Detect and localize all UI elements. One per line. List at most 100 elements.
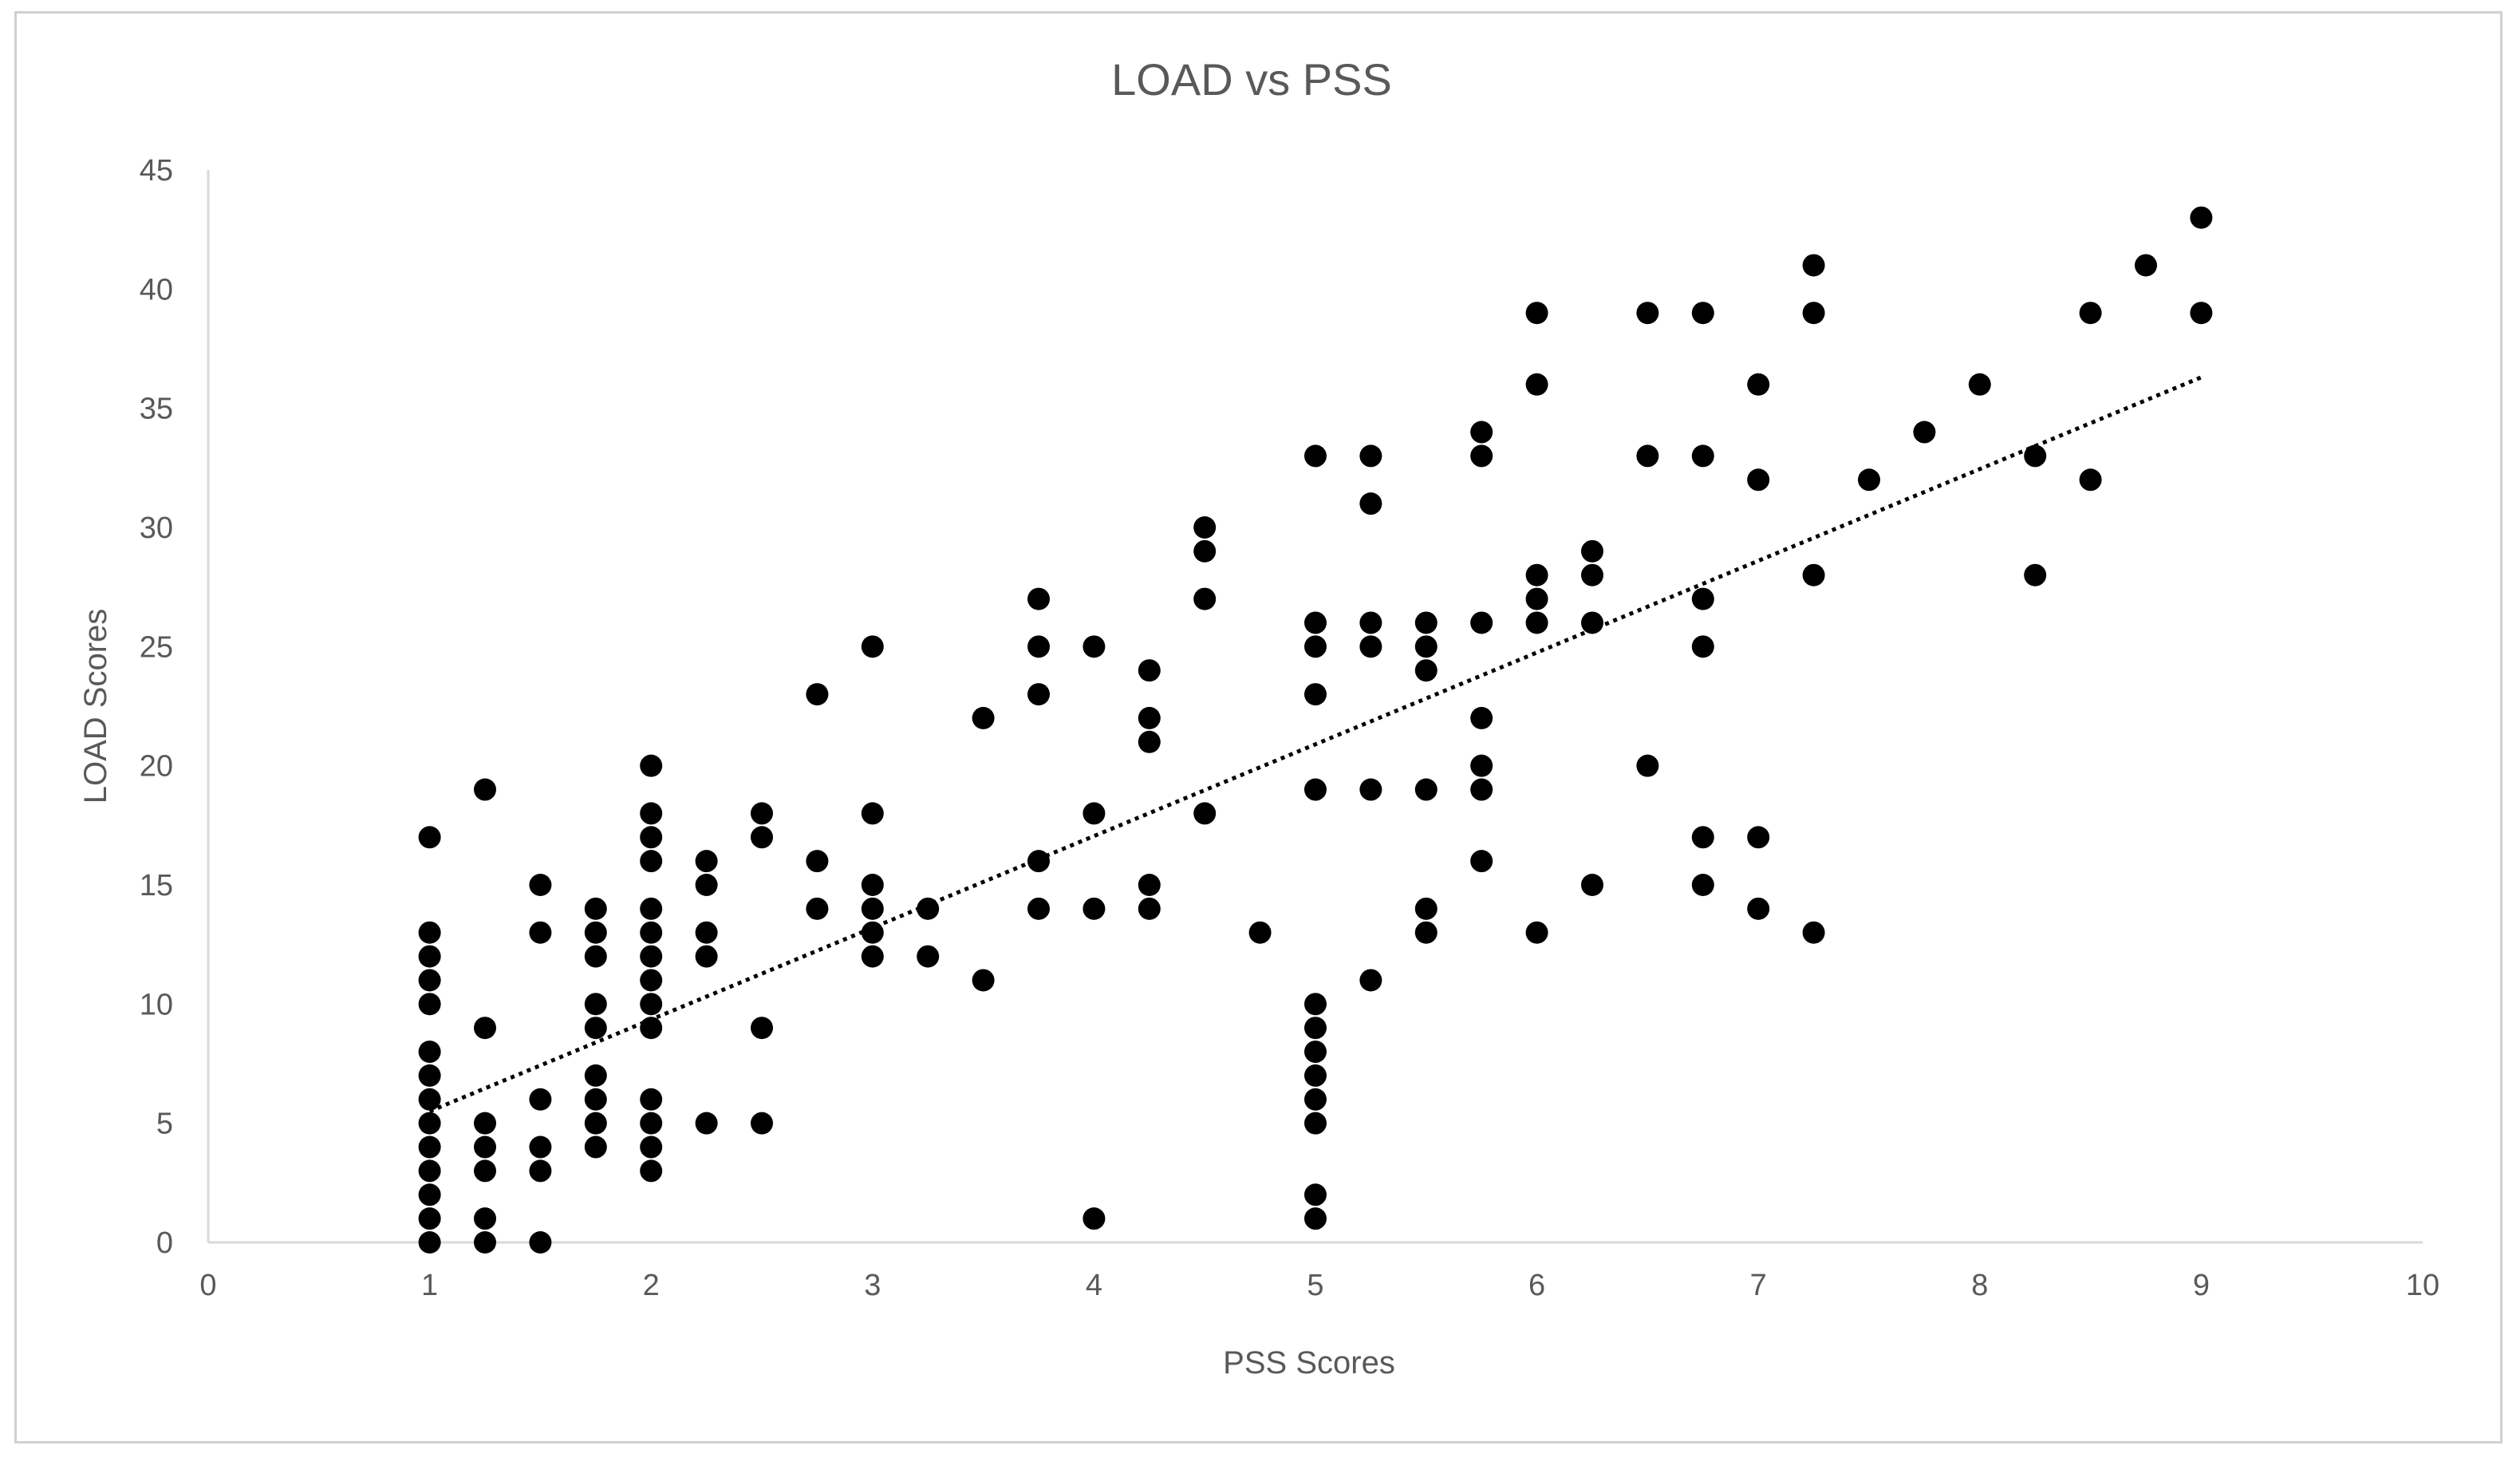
data-point	[474, 1112, 496, 1135]
data-point	[584, 1017, 607, 1040]
data-point	[474, 1207, 496, 1230]
data-point	[1083, 1207, 1106, 1230]
data-point	[1027, 635, 1050, 658]
data-point	[418, 1041, 441, 1064]
data-point	[418, 1159, 441, 1183]
data-point	[1747, 826, 1770, 849]
data-point	[1027, 897, 1050, 920]
data-point	[1304, 1064, 1327, 1087]
data-point	[529, 874, 552, 896]
data-point	[1304, 611, 1327, 634]
data-point	[1027, 587, 1050, 610]
data-point	[418, 921, 441, 944]
data-point	[1138, 659, 1161, 682]
data-point	[972, 969, 995, 992]
data-point	[1193, 587, 1217, 610]
data-point	[1304, 635, 1327, 658]
data-point	[917, 945, 940, 968]
data-point	[1525, 611, 1548, 634]
data-point	[640, 1088, 663, 1111]
data-point	[1691, 635, 1714, 658]
data-point	[1359, 492, 1382, 515]
data-point	[1414, 635, 1437, 658]
data-point	[806, 850, 829, 873]
data-point	[1470, 850, 1493, 873]
data-point	[1138, 874, 1161, 896]
data-point	[1083, 897, 1106, 920]
y-tick-label: 15	[140, 869, 173, 902]
data-point	[2079, 468, 2102, 492]
data-point	[584, 921, 607, 944]
data-point	[861, 802, 884, 825]
data-point	[640, 1159, 663, 1183]
data-point	[640, 969, 663, 992]
data-point	[806, 683, 829, 706]
data-point	[640, 802, 663, 825]
data-point	[1581, 563, 1603, 586]
data-point	[529, 1231, 552, 1254]
x-tick-label: 5	[1307, 1269, 1323, 1302]
data-point	[1138, 730, 1161, 753]
data-point	[1414, 611, 1437, 634]
data-point	[1913, 421, 1936, 444]
y-axis-label: LOAD Scores	[78, 609, 113, 804]
data-point	[1691, 444, 1714, 468]
data-point	[695, 850, 718, 873]
x-tick-label: 7	[1750, 1269, 1767, 1302]
data-point	[861, 874, 884, 896]
data-point	[529, 1088, 552, 1111]
data-point	[584, 1064, 607, 1087]
x-tick-label: 8	[1971, 1269, 1988, 1302]
data-point	[474, 778, 496, 801]
data-point	[695, 945, 718, 968]
y-tick-label: 45	[140, 154, 173, 188]
data-point	[1304, 1207, 1327, 1230]
data-point	[1581, 611, 1603, 634]
data-point	[640, 754, 663, 777]
x-tick-label: 6	[1528, 1269, 1545, 1302]
y-tick-label: 0	[156, 1226, 173, 1260]
data-point	[1525, 563, 1548, 586]
data-point	[806, 897, 829, 920]
data-point	[1138, 706, 1161, 729]
data-point	[418, 1112, 441, 1135]
data-point	[1470, 778, 1493, 801]
data-point	[861, 635, 884, 658]
data-point	[1304, 993, 1327, 1016]
data-point	[1581, 539, 1603, 563]
y-tick-label: 10	[140, 988, 173, 1021]
data-point	[917, 897, 940, 920]
x-axis-label: PSS Scores	[1223, 1345, 1395, 1380]
data-point	[640, 1112, 663, 1135]
chart-frame: LOAD vs PSS 0 1 2 3 4 5 6 7 8 9 10 0 5 10 15 20 25 30 35 40…	[14, 11, 2502, 1443]
data-point	[1470, 611, 1493, 634]
data-point	[1248, 921, 1272, 944]
data-point	[1525, 587, 1548, 610]
y-tick-label: 40	[140, 273, 173, 306]
x-tick-label: 9	[2193, 1269, 2210, 1302]
data-point	[1414, 659, 1437, 682]
data-point	[1747, 468, 1770, 492]
data-point	[584, 1112, 607, 1135]
data-point	[1470, 421, 1493, 444]
x-tick-label: 2	[643, 1269, 660, 1302]
data-point	[1636, 302, 1659, 325]
data-point	[1304, 1088, 1327, 1111]
data-point	[418, 945, 441, 968]
data-point	[1304, 1041, 1327, 1064]
data-point	[418, 1088, 441, 1111]
data-point	[861, 897, 884, 920]
data-point	[1802, 254, 1825, 277]
data-point	[418, 1231, 441, 1254]
data-point	[1304, 444, 1327, 468]
data-point	[1747, 897, 1770, 920]
x-tick-label: 10	[2406, 1269, 2439, 1302]
data-point	[1636, 444, 1659, 468]
data-point	[1193, 539, 1217, 563]
data-point	[1968, 373, 1991, 396]
data-point	[640, 1135, 663, 1159]
data-point	[584, 993, 607, 1016]
data-point	[640, 897, 663, 920]
data-point	[1193, 802, 1217, 825]
data-point	[418, 1183, 441, 1206]
